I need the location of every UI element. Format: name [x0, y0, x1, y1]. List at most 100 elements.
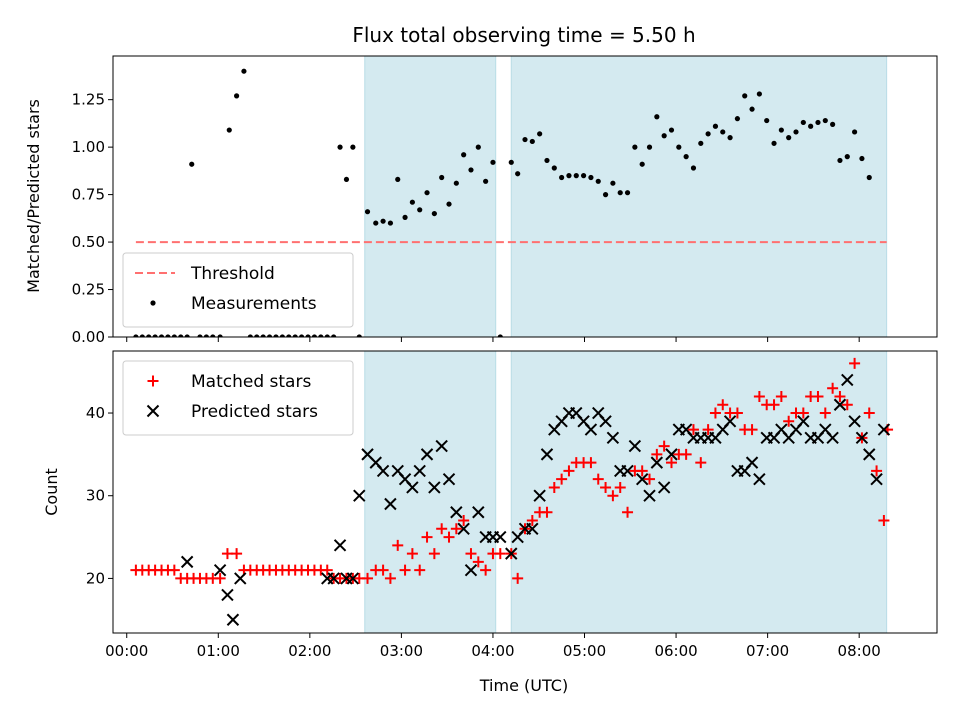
- measurement-point: [720, 129, 726, 135]
- measurement-point: [273, 334, 279, 337]
- measurement-point: [165, 334, 171, 337]
- y-tick-label: 0.50: [72, 233, 105, 251]
- x-tick-label: 02:00: [288, 642, 331, 660]
- measurement-point: [387, 220, 394, 226]
- measurement-point: [395, 176, 401, 183]
- measurement-point: [139, 334, 145, 337]
- measurement-point: [299, 334, 305, 337]
- measurement-point: [800, 119, 806, 126]
- predicted-star-point: [599, 415, 612, 428]
- measurement-point: [734, 116, 741, 122]
- legend-marker-swatch: [150, 300, 156, 306]
- measurement-point: [446, 201, 452, 207]
- measurement-point: [241, 68, 247, 74]
- matched-star-point: [651, 448, 663, 460]
- legend-box: [122, 360, 354, 436]
- measurement-point: [324, 334, 330, 337]
- measurement-point: [226, 127, 232, 133]
- x-tick-label: 06:00: [654, 642, 697, 660]
- predicted-star-point: [213, 563, 227, 577]
- measurement-point: [676, 144, 682, 150]
- measurement-point: [197, 334, 203, 337]
- measurement-point: [852, 129, 858, 135]
- predicted-star-point: [665, 448, 678, 461]
- measurement-point: [749, 106, 755, 112]
- measurement-point: [668, 127, 675, 133]
- matched-star-point: [775, 390, 787, 402]
- measurement-point: [786, 135, 792, 141]
- predicted-star-point: [723, 415, 737, 428]
- measurement-point: [566, 173, 572, 179]
- measurement-point: [698, 140, 704, 146]
- measurement-point: [184, 334, 190, 337]
- measurement-point: [595, 178, 601, 184]
- measurement-point: [305, 334, 311, 337]
- measurement-point: [654, 114, 660, 120]
- predicted-star-point: [540, 448, 554, 461]
- matched-star-point: [680, 448, 692, 460]
- measurement-point: [254, 334, 260, 337]
- measurement-point: [453, 180, 459, 186]
- predicted-star-point: [657, 481, 671, 494]
- y-tick-label: 20: [86, 569, 105, 587]
- legend-label: Threshold: [190, 264, 275, 284]
- x-tick-label: 01:00: [197, 642, 240, 660]
- predicted-star-point: [353, 489, 366, 502]
- measurement-point: [260, 334, 266, 337]
- measurement-point: [337, 144, 343, 150]
- matched-star-point: [622, 506, 634, 518]
- matched-star-point: [494, 548, 506, 560]
- matched-star-point: [702, 424, 714, 436]
- matched-star-point: [614, 481, 626, 493]
- measurement-point: [402, 214, 408, 220]
- predicted-star-point: [442, 472, 456, 486]
- measurement-point: [475, 144, 481, 150]
- predicted-star-point: [472, 506, 485, 519]
- predicted-star-point: [863, 448, 876, 461]
- matched-star-point: [392, 539, 404, 551]
- predicted-star-point: [384, 497, 397, 511]
- matched-star-point: [797, 407, 809, 419]
- measurement-point: [461, 152, 467, 158]
- predicted-star-point: [333, 539, 347, 552]
- measurement-point: [424, 190, 430, 196]
- measurement-point: [483, 178, 489, 184]
- predicted-star-point: [464, 563, 478, 577]
- x-tick-label: 00:00: [105, 642, 148, 660]
- y-tick-label: 0.00: [72, 328, 105, 346]
- legend-label: Predicted stars: [191, 402, 318, 422]
- measurement-point: [380, 218, 386, 224]
- matched-star-point: [465, 548, 477, 560]
- matched-star-point: [783, 415, 795, 427]
- measurement-point: [217, 334, 223, 337]
- predicted-star-point: [745, 456, 759, 469]
- matched-star-point: [168, 564, 180, 576]
- predicted-star-point: [494, 530, 507, 544]
- measurement-point: [343, 176, 350, 183]
- predicted-star-point: [855, 431, 869, 445]
- measurement-point: [742, 93, 748, 99]
- legend: Threshold Measurements: [122, 252, 354, 328]
- measurement-point: [515, 171, 521, 177]
- predicted-star-point: [428, 481, 441, 494]
- matched-star-point: [768, 399, 780, 411]
- matched-star-point: [214, 572, 226, 584]
- measurement-point: [610, 180, 616, 186]
- measurement-point: [683, 154, 689, 160]
- data-points: [130, 357, 894, 626]
- legend-marker-swatch: [147, 375, 159, 387]
- matched-star-point: [834, 390, 846, 402]
- matched-star-point: [827, 382, 839, 394]
- chart-title: Flux total observing time = 5.50 h: [352, 23, 695, 47]
- measurement-point: [778, 127, 784, 133]
- y-tick-label: 30: [86, 487, 105, 505]
- measurement-point: [580, 173, 587, 179]
- measurement-point: [497, 334, 503, 337]
- matched-star-point: [600, 481, 612, 493]
- legend-label: Measurements: [191, 294, 317, 314]
- measurement-point: [727, 135, 733, 141]
- matched-star-point: [863, 407, 875, 419]
- matched-star-point: [414, 564, 426, 576]
- predicted-star-point: [848, 415, 861, 428]
